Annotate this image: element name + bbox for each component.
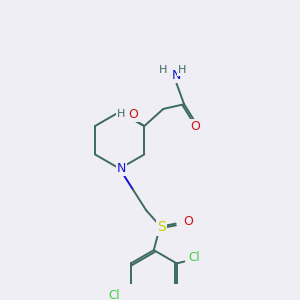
Text: Cl: Cl — [108, 289, 120, 300]
Text: H: H — [117, 109, 126, 119]
Text: S: S — [157, 220, 166, 234]
Text: Cl: Cl — [188, 251, 200, 264]
Text: O: O — [183, 215, 193, 228]
Text: O: O — [128, 108, 138, 121]
Text: N: N — [172, 69, 181, 82]
Text: H: H — [159, 65, 167, 75]
Text: N: N — [117, 162, 126, 175]
Text: O: O — [190, 121, 200, 134]
Text: H: H — [178, 65, 186, 75]
